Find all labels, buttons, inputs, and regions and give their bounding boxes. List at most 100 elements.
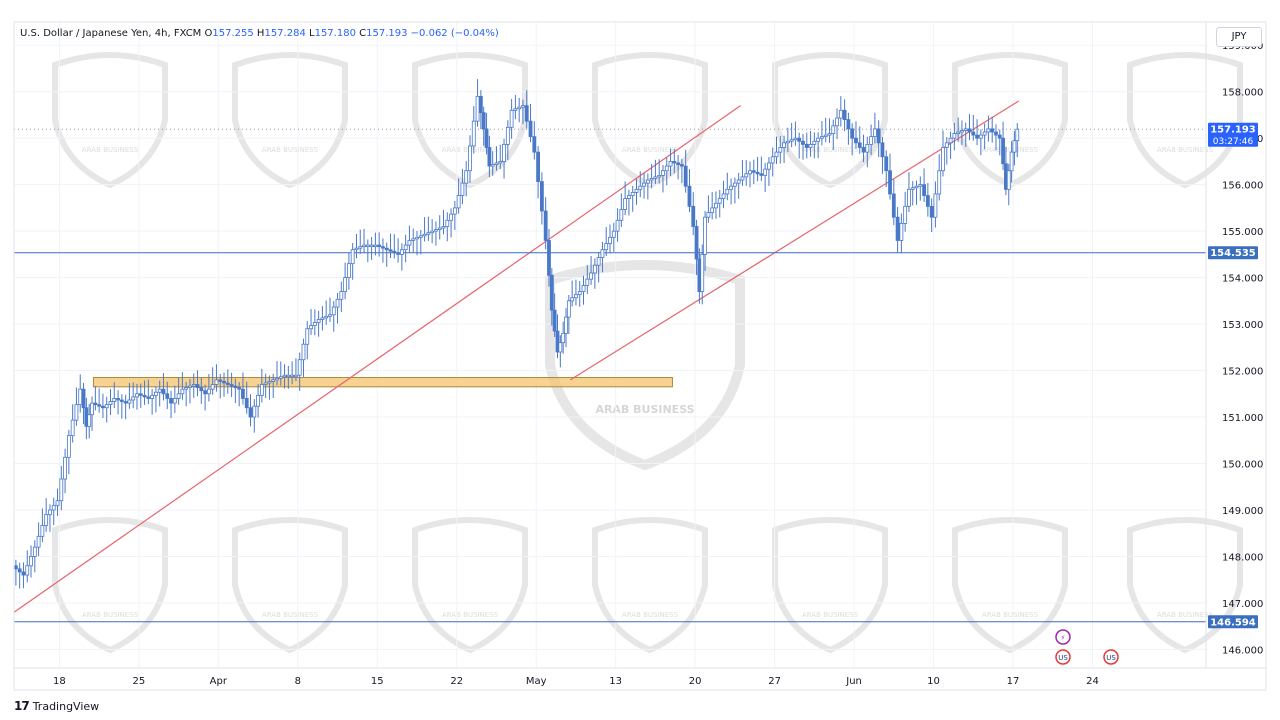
candle (354, 247, 359, 251)
candle (494, 162, 499, 165)
candle (297, 359, 302, 376)
candle (566, 300, 571, 318)
candle (301, 343, 306, 361)
candle (978, 134, 983, 139)
candle (233, 385, 238, 389)
candle (789, 139, 794, 142)
candle (135, 393, 139, 398)
open-label: O (204, 28, 213, 39)
x-tick-label: 10 (927, 676, 940, 687)
candle (411, 238, 416, 241)
candle (770, 156, 775, 164)
candle (157, 388, 162, 393)
candle (172, 398, 177, 404)
candle (206, 388, 211, 395)
candle (309, 325, 313, 330)
candle (399, 249, 404, 255)
candle (804, 143, 809, 148)
candle (407, 240, 412, 246)
candle (672, 161, 677, 164)
high-label: H (256, 28, 265, 39)
low-value: 157.180 (314, 28, 356, 39)
candle (150, 394, 155, 399)
footer: 17 TradingView (14, 699, 99, 713)
candle (910, 187, 915, 190)
us-flag-icon[interactable] (1055, 649, 1071, 665)
candle (44, 514, 49, 526)
support-zone[interactable] (92, 377, 673, 388)
candle (615, 219, 620, 232)
candle (1006, 170, 1011, 190)
watermark-shield-icon (232, 517, 348, 654)
candle (555, 330, 560, 353)
candle (142, 394, 147, 398)
trendline[interactable] (13, 105, 741, 613)
currency-button[interactable]: JPY (1216, 27, 1262, 47)
candle (478, 95, 483, 114)
y-tick-label: 148.000 (1222, 552, 1263, 563)
candle (362, 244, 366, 248)
watermark-text: ARAB BUSINESS (982, 611, 1039, 619)
candle (66, 435, 71, 458)
candle (785, 140, 790, 144)
candle (154, 391, 158, 396)
candle (649, 178, 654, 181)
candle (377, 244, 382, 248)
candle (490, 164, 495, 167)
candle (464, 170, 469, 184)
candle (581, 284, 586, 292)
candle (729, 185, 733, 190)
candle (36, 535, 41, 548)
candle (509, 109, 514, 128)
candle (112, 398, 117, 402)
candle (40, 525, 45, 537)
candle (365, 244, 370, 247)
candle (642, 182, 646, 187)
time-axis[interactable]: 18 25 Apr 8 15 22 May 13 20 27 Jun 10 17 24 (53, 676, 1099, 687)
candle (138, 393, 143, 396)
candle (994, 131, 998, 136)
candle (1012, 140, 1017, 153)
candle (549, 274, 554, 311)
candle (838, 109, 843, 119)
candle (596, 257, 601, 266)
candle (259, 384, 264, 396)
candle (831, 125, 836, 134)
us-flag-icon[interactable] (1103, 649, 1119, 665)
candle (93, 402, 98, 406)
candle (203, 390, 207, 395)
candle (627, 195, 631, 200)
candle (872, 128, 877, 138)
candle (517, 106, 522, 110)
candle (74, 404, 79, 421)
candle (694, 226, 699, 260)
watermark-text: ARAB BUSINESS (1157, 611, 1214, 619)
candle (282, 374, 287, 378)
y-tick-label: 152.000 (1222, 367, 1263, 378)
candle (801, 140, 805, 145)
support-zone-rect[interactable] (92, 377, 673, 388)
lightning-icon[interactable] (1055, 629, 1071, 645)
watermark-text: ARAB BUSINESS (802, 146, 859, 154)
candle (1009, 151, 1014, 172)
candle (744, 173, 749, 178)
y-tick-label: 146.000 (1222, 645, 1263, 656)
candle (55, 500, 60, 506)
candle (812, 140, 817, 145)
candle (676, 162, 681, 165)
candle (888, 170, 892, 195)
candle (657, 174, 662, 178)
close-label: C (359, 28, 367, 39)
candle (604, 243, 609, 251)
watermark-layer: ARAB BUSINESS ARAB BUSINESS ARAB BUSINESS A… (52, 52, 1243, 654)
candle (820, 136, 824, 139)
candle (199, 387, 204, 392)
event-markers[interactable]: ⚡ US US (1055, 629, 1119, 665)
candle (184, 387, 189, 390)
candle (418, 235, 423, 238)
candle (914, 185, 919, 189)
candle (956, 131, 961, 134)
watermark-shield-icon (232, 52, 348, 189)
candle (982, 131, 987, 136)
